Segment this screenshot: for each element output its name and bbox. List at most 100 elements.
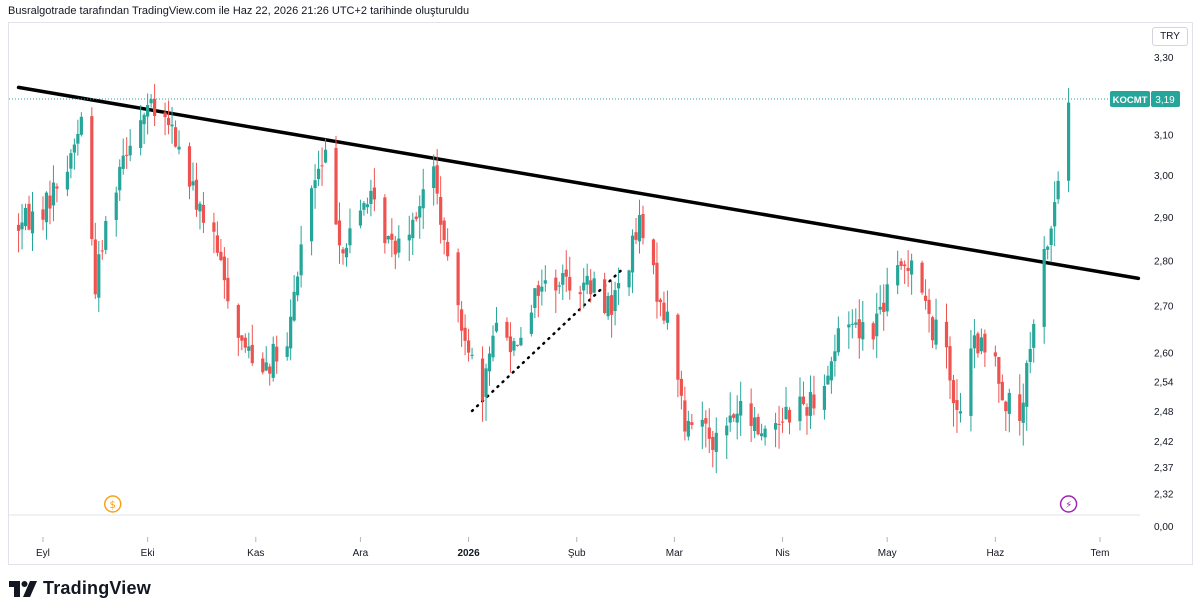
y-tick-label: 3,30 (1154, 53, 1174, 64)
candle (48, 180, 52, 225)
candle (341, 246, 345, 265)
candle (735, 395, 739, 440)
candle (857, 299, 861, 359)
candle (972, 318, 977, 369)
candle (850, 309, 854, 339)
candle (557, 281, 561, 294)
symbol-tag: KOCMT (1113, 95, 1148, 106)
x-tick-label: Eyl (36, 548, 50, 559)
candle (1067, 88, 1071, 193)
candle (215, 221, 220, 257)
y-tick-label: 2,32 (1154, 490, 1174, 501)
candle (655, 242, 659, 319)
candle (407, 215, 411, 261)
candle (676, 313, 680, 398)
candle (1042, 236, 1046, 344)
candle (194, 162, 199, 217)
candle (826, 365, 830, 385)
candle (760, 423, 764, 441)
candle (219, 239, 223, 262)
brand-name: TradingView (43, 578, 151, 598)
candle (798, 377, 802, 431)
candle (777, 405, 781, 449)
candle (739, 381, 743, 436)
candle (606, 292, 610, 320)
candle (749, 388, 753, 443)
currency-selector[interactable]: TRY (1152, 27, 1188, 46)
candle (323, 138, 328, 164)
resistance-trendline[interactable] (16, 85, 1141, 281)
candle (292, 275, 296, 322)
candle (309, 185, 314, 256)
candle (561, 264, 565, 301)
candle (930, 315, 935, 349)
candle (226, 257, 230, 309)
candle (1007, 388, 1011, 433)
y-tick-label: 2,90 (1154, 213, 1174, 224)
candle (508, 322, 513, 373)
candle (637, 199, 642, 254)
candle (679, 370, 683, 410)
candle (707, 408, 711, 454)
candle (487, 346, 492, 386)
candle (334, 135, 338, 226)
candle (515, 344, 520, 347)
candle (187, 142, 192, 200)
candle (784, 386, 788, 420)
candle (529, 304, 533, 337)
candle (875, 292, 879, 359)
candle (805, 403, 809, 435)
candle (920, 260, 924, 295)
candle (753, 407, 757, 439)
candle (313, 164, 317, 209)
x-tick-label: May (878, 548, 897, 559)
candle (139, 104, 143, 156)
candle (166, 100, 171, 135)
candle (780, 407, 785, 433)
candle (27, 195, 31, 231)
candle (470, 347, 474, 360)
last-price-tag: 3,19 (1155, 95, 1175, 106)
x-tick-label: Haz (986, 548, 1004, 559)
candle (268, 363, 272, 386)
candle (903, 260, 907, 284)
candle (90, 107, 94, 246)
candle (1028, 331, 1032, 374)
candle (585, 263, 589, 295)
candle (411, 212, 415, 255)
candle (435, 149, 439, 205)
candle (372, 168, 376, 212)
candle (589, 268, 593, 303)
candle (833, 334, 837, 377)
dividend-icon[interactable]: $ (103, 495, 122, 513)
candle (44, 191, 49, 240)
tradingview-logo: TradingView (9, 578, 151, 599)
dotted-trendline[interactable] (470, 268, 624, 413)
candle (582, 268, 586, 309)
candle (320, 147, 324, 186)
candle (393, 235, 397, 270)
candle (100, 239, 104, 260)
candle (494, 307, 499, 333)
x-tick-label: Eki (141, 548, 155, 559)
candle (439, 176, 443, 244)
candle (41, 196, 45, 231)
event-icon[interactable]: ⚡ (1059, 495, 1078, 513)
candle (173, 120, 178, 148)
candle (1025, 360, 1029, 431)
candle (212, 212, 216, 254)
x-tick-label: Tem (1091, 548, 1110, 559)
candle (854, 308, 858, 329)
candle (121, 138, 125, 175)
y-tick-label: 3,10 (1154, 130, 1174, 141)
price-axis: 3,30 3,19 3,10 3,00 2,90 2,80 2,70 2,60 2,54 2,48… (1154, 53, 1174, 533)
candle (505, 317, 509, 341)
candle (658, 297, 663, 317)
candle (554, 269, 558, 313)
event-markers: $ ⚡ (103, 495, 1078, 513)
candle (250, 324, 254, 366)
y-tick-label: 2,42 (1154, 437, 1174, 448)
candle (243, 333, 247, 353)
candle (1032, 319, 1036, 363)
